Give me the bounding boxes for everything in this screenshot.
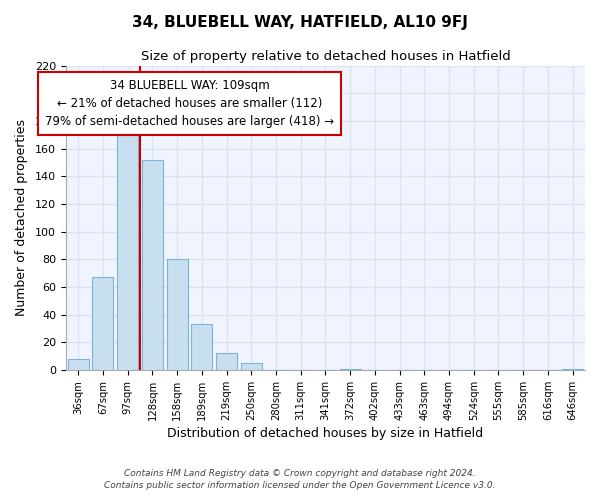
Bar: [117, 134, 138, 370]
Text: 34 BLUEBELL WAY: 109sqm
← 21% of detached houses are smaller (112)
79% of semi-d: 34 BLUEBELL WAY: 109sqm ← 21% of detache…: [45, 80, 334, 128]
Text: Contains HM Land Registry data © Crown copyright and database right 2024.
Contai: Contains HM Land Registry data © Crown c…: [104, 468, 496, 490]
Bar: [92, 278, 113, 370]
Bar: [562, 368, 583, 370]
Bar: [241, 363, 262, 370]
Bar: [216, 354, 237, 370]
Bar: [191, 324, 212, 370]
Bar: [68, 359, 89, 370]
Bar: [142, 160, 163, 370]
X-axis label: Distribution of detached houses by size in Hatfield: Distribution of detached houses by size …: [167, 427, 484, 440]
Title: Size of property relative to detached houses in Hatfield: Size of property relative to detached ho…: [140, 50, 511, 63]
Bar: [167, 260, 188, 370]
Bar: [340, 368, 361, 370]
Text: 34, BLUEBELL WAY, HATFIELD, AL10 9FJ: 34, BLUEBELL WAY, HATFIELD, AL10 9FJ: [132, 15, 468, 30]
Y-axis label: Number of detached properties: Number of detached properties: [15, 120, 28, 316]
